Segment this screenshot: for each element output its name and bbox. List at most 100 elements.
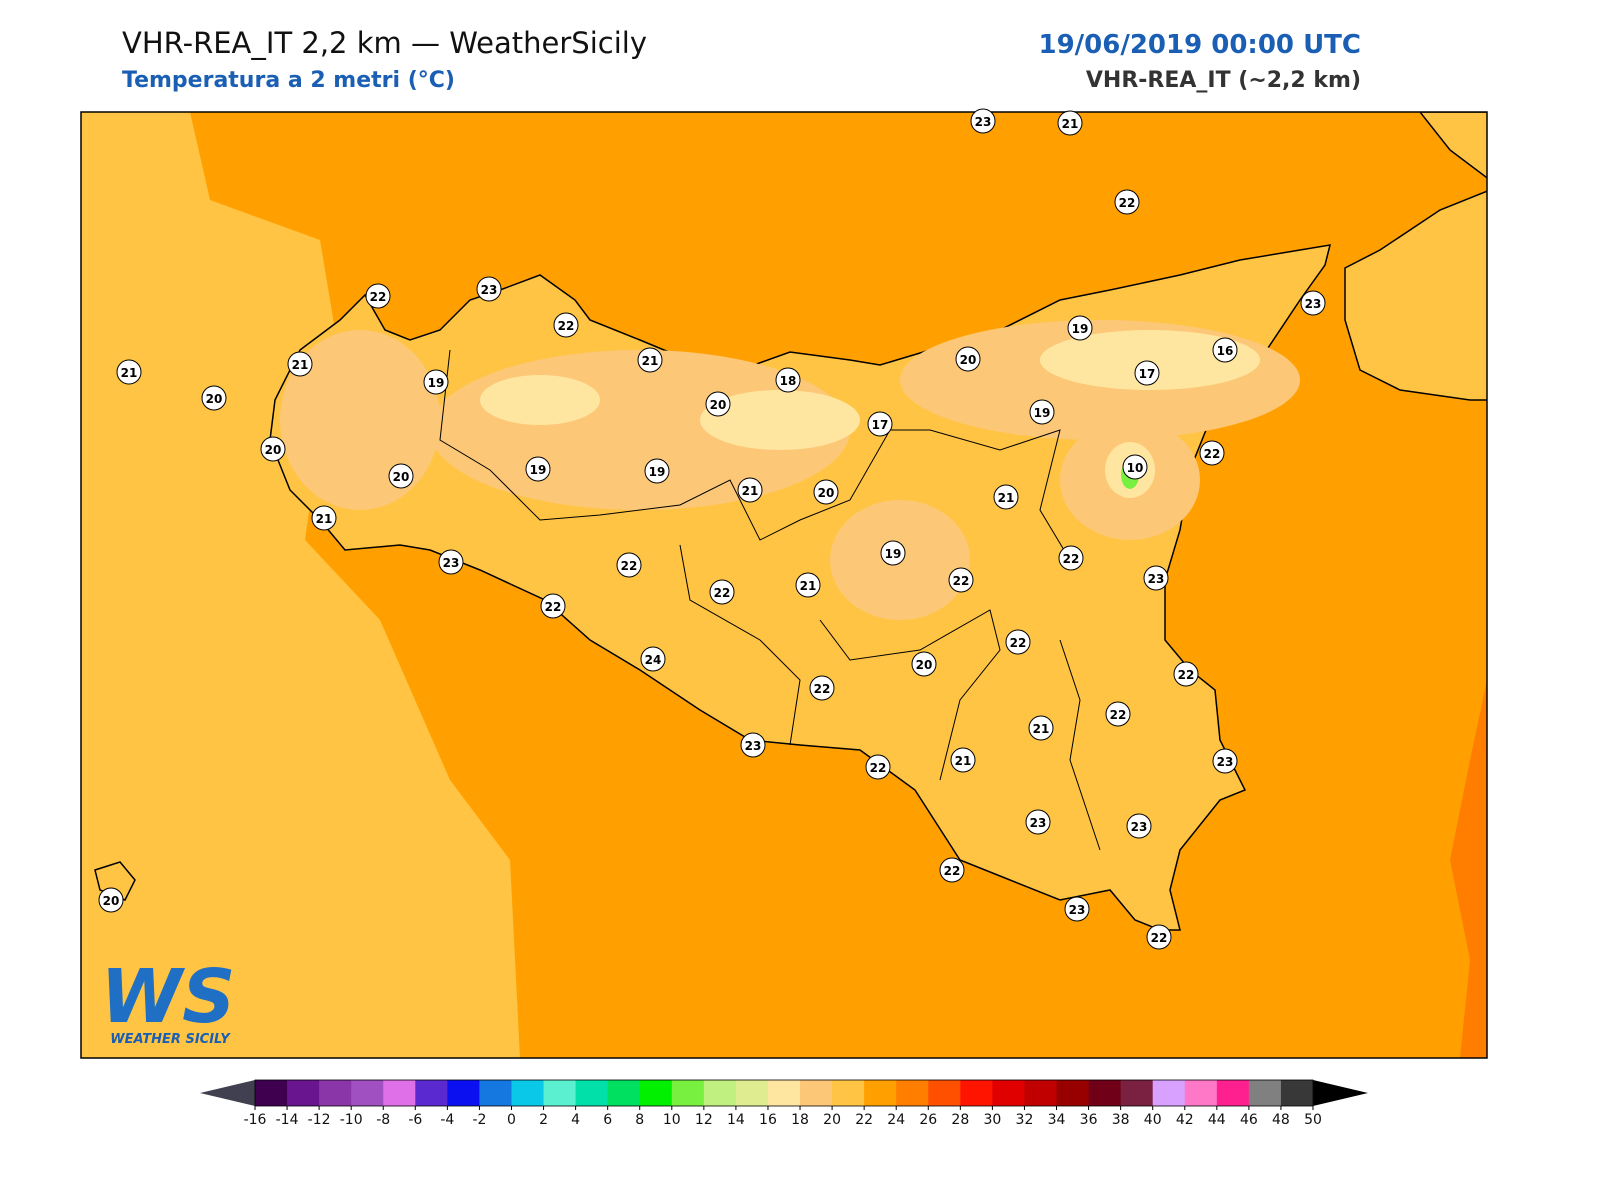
station-value: 23 xyxy=(1030,816,1047,830)
colorbar-tick-label: 32 xyxy=(1016,1112,1034,1128)
station-value: 23 xyxy=(1148,572,1165,586)
station: 21 xyxy=(1028,715,1054,741)
colorbar-bin xyxy=(415,1080,448,1106)
station-marker xyxy=(955,346,981,372)
station: 21 xyxy=(950,747,976,773)
station: 23 xyxy=(970,108,996,134)
colorbar-bin xyxy=(319,1080,352,1106)
station: 23 xyxy=(438,549,464,575)
colorbar-bin xyxy=(1120,1080,1154,1106)
station-marker xyxy=(1143,565,1169,591)
station-marker xyxy=(1122,454,1148,480)
colorbar-bin xyxy=(960,1080,993,1106)
station: 22 xyxy=(1005,629,1031,655)
station-marker xyxy=(865,754,891,780)
station-value: 23 xyxy=(1069,903,1086,917)
station: 17 xyxy=(1134,360,1160,386)
station-value: 22 xyxy=(953,574,970,588)
station-value: 23 xyxy=(1305,297,1322,311)
map-frame xyxy=(80,111,1488,1059)
station: 21 xyxy=(116,359,142,385)
station-value: 24 xyxy=(645,653,662,667)
colorbar-tick-label: 20 xyxy=(823,1112,841,1128)
station-value: 19 xyxy=(1072,322,1089,336)
station-marker xyxy=(1146,924,1172,950)
station-value: 19 xyxy=(530,463,547,477)
colorbar-tick-label: 42 xyxy=(1176,1112,1194,1128)
station-marker xyxy=(1028,715,1054,741)
station-marker xyxy=(1173,661,1199,687)
station-marker xyxy=(939,857,965,883)
colorbar-bin xyxy=(351,1080,384,1106)
station-value: 17 xyxy=(872,418,889,432)
station-value: 19 xyxy=(885,547,902,561)
station: 22 xyxy=(948,567,974,593)
model-label: VHR-REA_IT (~2,2 km) xyxy=(1086,68,1361,93)
station: 20 xyxy=(911,651,937,677)
colorbar-tick-label: -10 xyxy=(340,1112,363,1128)
colorbar-tick-label: 8 xyxy=(635,1112,644,1128)
station: 19 xyxy=(423,369,449,395)
colorbar-tick-label: 40 xyxy=(1144,1112,1162,1128)
colorbar-bin xyxy=(896,1080,929,1106)
station: 22 xyxy=(365,283,391,309)
station-marker xyxy=(311,505,337,531)
colorbar-frame xyxy=(254,1079,1314,1107)
station: 21 xyxy=(287,351,313,377)
colorbar-tick-label: 44 xyxy=(1208,1112,1226,1128)
station-marker xyxy=(1025,809,1051,835)
station-marker xyxy=(970,108,996,134)
station: 20 xyxy=(98,887,124,913)
station-value: 22 xyxy=(814,682,831,696)
station-marker xyxy=(1114,189,1140,215)
station-marker xyxy=(640,646,666,672)
colorbar-bin xyxy=(447,1080,480,1106)
station-marker xyxy=(737,477,763,503)
station-marker xyxy=(775,367,801,393)
station-value: 10 xyxy=(1127,461,1144,475)
station: 20 xyxy=(705,391,731,417)
colorbar-bin xyxy=(864,1080,897,1106)
station: 21 xyxy=(311,505,337,531)
colorbar-bin xyxy=(1216,1080,1250,1106)
station: 22 xyxy=(865,754,891,780)
station-marker xyxy=(287,351,313,377)
colorbar-bin xyxy=(1152,1080,1186,1106)
station-marker xyxy=(813,479,839,505)
station-marker xyxy=(423,369,449,395)
colorbar-bin xyxy=(479,1080,512,1106)
colorbar-tick-label: 38 xyxy=(1112,1112,1130,1128)
station-value: 21 xyxy=(642,354,659,368)
station-marker xyxy=(116,359,142,385)
colorbar-bin xyxy=(511,1080,545,1106)
station-value: 23 xyxy=(1217,755,1234,769)
station-value: 23 xyxy=(975,115,992,129)
colorbar-tick-label: 30 xyxy=(983,1112,1001,1128)
station: 18 xyxy=(775,367,801,393)
station-marker xyxy=(1058,545,1084,571)
station: 23 xyxy=(1126,813,1152,839)
subtitle: Temperatura a 2 metri (°C) xyxy=(122,68,455,93)
colorbar-tick-label: 4 xyxy=(571,1112,580,1128)
station-value: 22 xyxy=(870,761,887,775)
station: 20 xyxy=(388,463,414,489)
station: 23 xyxy=(1064,896,1090,922)
colorbar-bin xyxy=(1056,1080,1090,1106)
station: 21 xyxy=(993,484,1019,510)
station-marker xyxy=(911,651,937,677)
station-marker xyxy=(644,458,670,484)
station-value: 22 xyxy=(944,864,961,878)
colorbar-tick-label: -8 xyxy=(376,1112,390,1128)
station-marker xyxy=(1067,315,1093,341)
colorbar-bin xyxy=(671,1080,705,1106)
station-value: 19 xyxy=(1034,406,1051,420)
station-value: 20 xyxy=(206,392,223,406)
colorbar-tick-label: 0 xyxy=(507,1112,516,1128)
logo: WS WEATHER SICILY xyxy=(101,954,236,1047)
station-value: 20 xyxy=(960,353,977,367)
station-marker xyxy=(1029,399,1055,425)
station: 22 xyxy=(1173,661,1199,687)
station-marker xyxy=(540,593,566,619)
colorbar-tick-label: -12 xyxy=(308,1112,331,1128)
station-marker xyxy=(795,572,821,598)
